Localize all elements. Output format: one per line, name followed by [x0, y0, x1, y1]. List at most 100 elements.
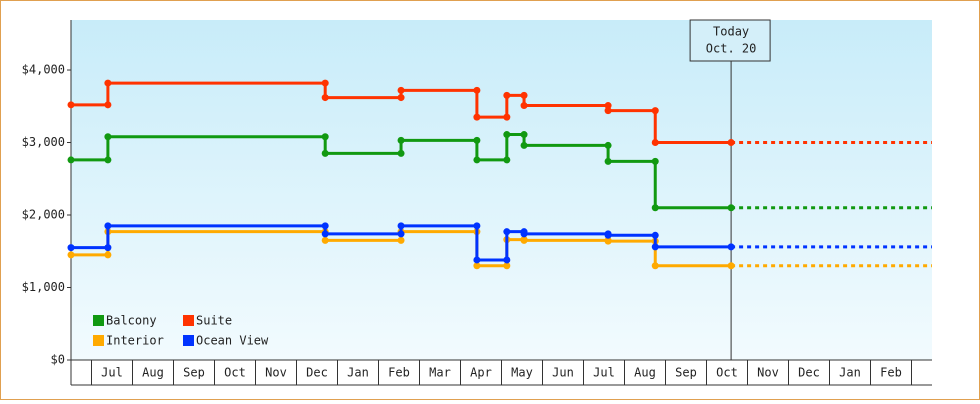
point — [520, 141, 528, 149]
x-tick-label: Jan — [839, 366, 861, 380]
series-line — [71, 81, 732, 145]
x-tick-label: Aug — [634, 366, 656, 380]
point — [473, 256, 481, 264]
point — [520, 91, 528, 99]
point — [651, 243, 659, 251]
point — [397, 149, 405, 157]
point — [473, 113, 481, 121]
today-label: Oct. 20 — [706, 42, 757, 56]
series-line — [71, 133, 732, 210]
y-tick-label: $1,000 — [22, 280, 65, 294]
point — [520, 131, 528, 139]
point — [321, 79, 329, 87]
point — [321, 230, 329, 238]
point — [651, 139, 659, 147]
point — [104, 251, 112, 259]
x-tick-label: Dec — [306, 366, 328, 380]
point — [67, 101, 75, 109]
point — [321, 149, 329, 157]
x-tick-label: Mar — [429, 366, 451, 380]
x-tick-label: Jan — [347, 366, 369, 380]
point — [604, 141, 612, 149]
point — [397, 230, 405, 238]
legend-swatch — [93, 315, 104, 326]
point — [104, 79, 112, 87]
point — [67, 156, 75, 164]
x-tick-label: Jul — [101, 366, 123, 380]
point — [104, 244, 112, 252]
point — [104, 101, 112, 109]
point — [604, 231, 612, 239]
legend-swatch — [183, 335, 194, 346]
point — [503, 156, 511, 164]
point — [651, 204, 659, 212]
x-tick-label: Oct — [716, 366, 738, 380]
point — [520, 236, 528, 244]
x-tick-label: Sep — [183, 366, 205, 380]
y-tick-label: $0 — [51, 353, 65, 367]
x-tick-label: Apr — [470, 366, 492, 380]
point — [503, 113, 511, 121]
point — [651, 262, 659, 270]
point — [104, 222, 112, 230]
x-tick-label: Sep — [675, 366, 697, 380]
x-tick-label: Feb — [388, 366, 410, 380]
point — [604, 102, 612, 110]
legend-swatch — [183, 315, 194, 326]
y-tick-label: $2,000 — [22, 208, 65, 222]
point — [503, 228, 511, 236]
today-label: Today — [713, 25, 749, 39]
x-tick-label: Aug — [142, 366, 164, 380]
point — [321, 222, 329, 230]
point — [397, 86, 405, 94]
point — [651, 157, 659, 165]
y-tick-label: $3,000 — [22, 135, 65, 149]
point — [503, 262, 511, 270]
point — [397, 236, 405, 244]
point — [604, 107, 612, 115]
legend-label: Ocean View — [196, 334, 269, 348]
point — [604, 237, 612, 245]
today-box — [689, 19, 771, 62]
point — [503, 91, 511, 99]
plot-area — [71, 20, 932, 360]
point — [503, 256, 511, 264]
point — [397, 94, 405, 102]
point — [397, 136, 405, 144]
y-tick-label: $4,000 — [22, 63, 65, 77]
x-tick-label: Jun — [552, 366, 574, 380]
x-tick-label: Jul — [593, 366, 615, 380]
point — [503, 131, 511, 139]
point — [473, 86, 481, 94]
point — [321, 236, 329, 244]
x-tick-label: Nov — [757, 366, 779, 380]
point — [727, 262, 735, 270]
point — [321, 133, 329, 141]
x-tick-label: May — [511, 366, 533, 380]
point — [520, 230, 528, 238]
point — [473, 222, 481, 230]
series-line — [71, 230, 732, 268]
series-line — [71, 224, 732, 262]
point — [473, 262, 481, 270]
point — [604, 157, 612, 165]
x-tick-label: Oct — [224, 366, 246, 380]
point — [104, 156, 112, 164]
point — [727, 243, 735, 251]
legend-label: Suite — [196, 314, 232, 328]
point — [397, 222, 405, 230]
x-tick-label: Feb — [880, 366, 902, 380]
point — [321, 94, 329, 102]
point — [520, 102, 528, 110]
point — [727, 139, 735, 147]
legend-label: Balcony — [106, 314, 157, 328]
point — [651, 107, 659, 115]
point — [727, 204, 735, 212]
point — [104, 133, 112, 141]
point — [473, 136, 481, 144]
legend-swatch — [93, 335, 104, 346]
x-tick-label: Dec — [798, 366, 820, 380]
point — [67, 244, 75, 252]
point — [473, 156, 481, 164]
